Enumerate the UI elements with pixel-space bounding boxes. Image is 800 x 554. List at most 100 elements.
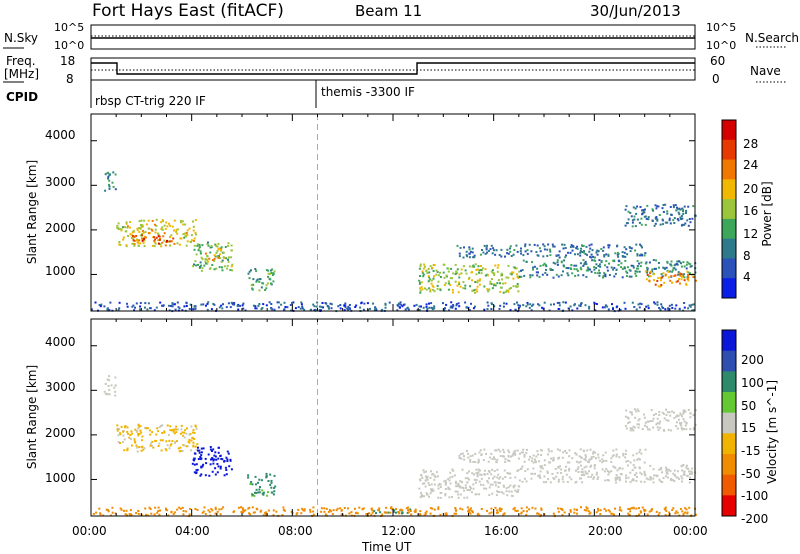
power-cell xyxy=(130,234,133,237)
power-cell xyxy=(474,291,476,294)
velocity-cell xyxy=(470,507,472,510)
velocity-cell xyxy=(445,513,448,516)
power-cell xyxy=(458,281,460,284)
velocity-cell xyxy=(391,508,394,511)
velocity-cell xyxy=(693,426,696,429)
velocity-cell xyxy=(433,483,436,486)
power-cell xyxy=(181,309,184,312)
power-cell xyxy=(664,273,667,276)
power-cell xyxy=(222,303,224,306)
power-cell xyxy=(640,261,643,264)
power-cell xyxy=(258,303,261,305)
velocity-cell xyxy=(266,494,269,497)
power-cell xyxy=(147,232,150,235)
power-cell xyxy=(689,221,692,224)
power-cell xyxy=(467,306,470,309)
velocity-cell xyxy=(116,427,119,430)
power-cell xyxy=(449,277,452,280)
power-cell xyxy=(685,267,688,270)
power-colorbar-frame xyxy=(721,119,737,299)
power-cell xyxy=(426,272,429,274)
power-cell xyxy=(621,267,624,270)
power-cell xyxy=(672,206,675,209)
power-cell xyxy=(139,227,142,230)
power-cell xyxy=(472,264,475,267)
power-cell xyxy=(227,260,230,263)
velocity-cell xyxy=(628,514,631,516)
power-cell xyxy=(143,235,146,238)
power-cell xyxy=(581,251,584,253)
velocity-cell xyxy=(515,490,518,493)
velocity-cell xyxy=(686,511,689,514)
velocity-cell xyxy=(204,513,207,515)
colorbar-swatch xyxy=(722,495,736,517)
velocity-cell xyxy=(108,375,111,378)
velocity-cell xyxy=(181,431,184,434)
velocity-cell xyxy=(664,514,667,517)
velocity-cell xyxy=(126,426,129,429)
power-cell xyxy=(652,259,655,261)
velocity-cell xyxy=(192,441,195,444)
power-cell xyxy=(585,269,588,272)
power-cell xyxy=(261,282,264,285)
power-cell xyxy=(374,306,377,309)
power-cell xyxy=(498,307,501,310)
colorbar-swatch xyxy=(722,238,736,259)
velocity-cell xyxy=(607,509,610,512)
power-cell xyxy=(427,268,430,270)
velocity-cell xyxy=(683,411,686,414)
velocity-cell xyxy=(433,508,436,511)
power-panel-frame xyxy=(90,113,696,312)
velocity-cell xyxy=(214,506,217,509)
velocity-cell xyxy=(569,509,572,512)
power-cell xyxy=(602,249,605,252)
velocity-cell xyxy=(659,480,662,483)
power-cell xyxy=(431,266,434,269)
power-cell xyxy=(645,217,648,220)
power-cell xyxy=(236,304,239,307)
power-cell xyxy=(478,271,480,274)
power-cell xyxy=(230,244,233,247)
velocity-cell xyxy=(643,510,646,513)
velocity-cell xyxy=(385,506,388,509)
velocity-cell xyxy=(536,450,539,453)
power-cell xyxy=(131,305,134,308)
velocity-cell xyxy=(136,430,139,433)
velocity-cell xyxy=(657,514,660,516)
velocity-cell xyxy=(514,476,517,479)
power-cell xyxy=(449,306,452,309)
velocity-cell xyxy=(191,462,194,465)
velocity-cell xyxy=(516,509,519,512)
velocity-cell xyxy=(540,507,543,510)
power-cell xyxy=(520,252,523,255)
power-cell xyxy=(601,306,604,309)
velocity-cell xyxy=(272,493,275,496)
power-cell xyxy=(575,247,578,250)
power-cell xyxy=(648,279,651,282)
power-cell xyxy=(159,301,162,304)
velocity-cell xyxy=(614,507,617,510)
power-cell xyxy=(141,238,144,241)
velocity-cell xyxy=(618,456,621,459)
velocity-cell xyxy=(561,478,564,481)
power-cell xyxy=(227,258,229,261)
power-cell xyxy=(630,247,633,250)
velocity-cell xyxy=(631,427,634,430)
velocity-cell xyxy=(465,450,468,452)
power-cell xyxy=(612,306,614,309)
velocity-cell xyxy=(644,424,646,427)
power-cell xyxy=(452,272,455,275)
velocity-cell xyxy=(652,477,655,480)
velocity-cell xyxy=(158,426,161,429)
power-cell xyxy=(575,264,578,267)
power-cell xyxy=(677,219,680,222)
velocity-cell xyxy=(410,513,413,516)
power-cell xyxy=(688,304,691,307)
power-cell xyxy=(183,305,186,308)
velocity-cell xyxy=(224,466,227,469)
power-cell xyxy=(425,269,428,272)
power-cell xyxy=(669,206,672,208)
power-cell xyxy=(181,220,184,223)
x-tick-label: 00:00 xyxy=(673,524,708,538)
power-cell xyxy=(339,307,342,310)
